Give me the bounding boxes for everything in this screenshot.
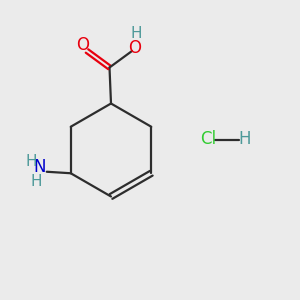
Text: H: H <box>25 154 37 169</box>
Text: N: N <box>33 158 46 176</box>
Text: O: O <box>128 39 142 57</box>
Text: O: O <box>76 36 89 54</box>
Text: H: H <box>131 26 142 41</box>
Text: Cl: Cl <box>200 130 217 148</box>
Text: H: H <box>238 130 251 148</box>
Text: H: H <box>31 174 42 189</box>
